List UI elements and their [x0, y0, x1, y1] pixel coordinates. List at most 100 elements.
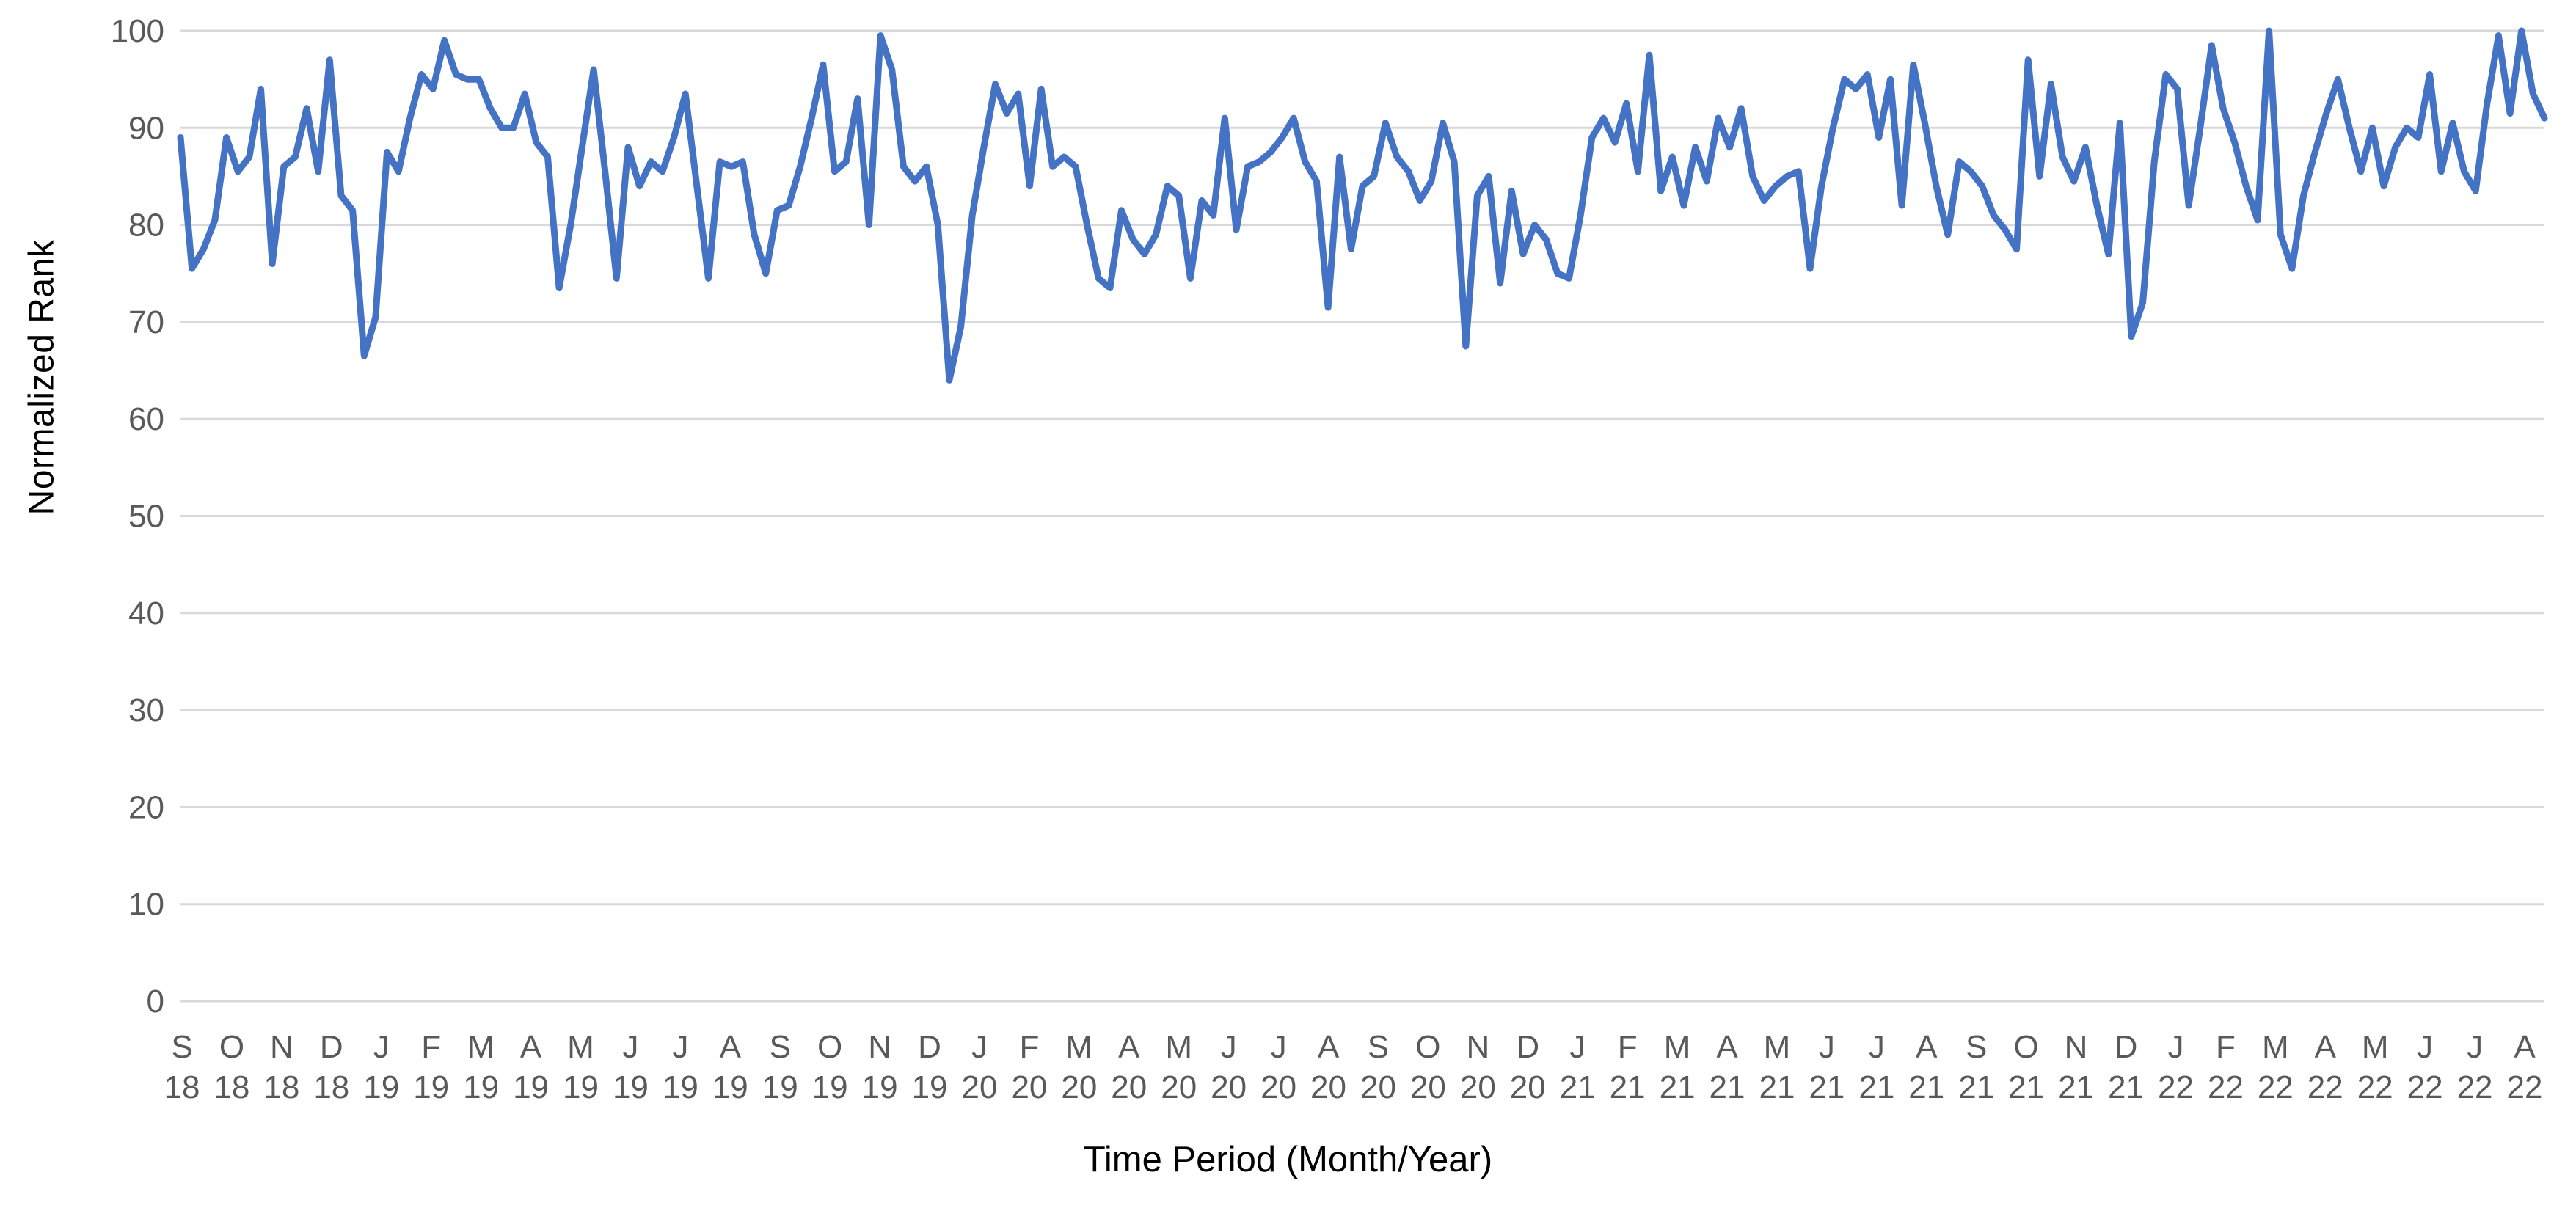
x-tick-year: 21	[2058, 1069, 2094, 1105]
x-tick-month: M	[467, 1029, 495, 1065]
x-tick-year: 22	[2457, 1069, 2493, 1105]
x-tick-month: O	[2014, 1029, 2039, 1065]
x-tick-month: A	[520, 1029, 542, 1065]
x-tick-month: D	[320, 1029, 343, 1065]
x-tick-year: 20	[1161, 1069, 1197, 1105]
x-tick-month: O	[1415, 1029, 1440, 1065]
x-tick-year: 20	[1310, 1069, 1346, 1105]
x-tick-month: J	[1869, 1029, 1885, 1065]
x-tick-month: J	[2167, 1029, 2183, 1065]
x-tick-year: 22	[2258, 1069, 2294, 1105]
x-tick-year: 19	[613, 1069, 649, 1105]
x-tick-year: 22	[2307, 1069, 2343, 1105]
x-tick-year: 21	[1908, 1069, 1944, 1105]
x-tick-year: 21	[1759, 1069, 1795, 1105]
x-tick-month: J	[672, 1029, 688, 1065]
x-tick-month: J	[1569, 1029, 1586, 1065]
x-tick-month: J	[373, 1029, 390, 1065]
x-tick-year: 22	[2357, 1069, 2393, 1105]
x-tick-month: J	[1221, 1029, 1237, 1065]
x-tick-year: 22	[2407, 1069, 2443, 1105]
x-tick-year: 21	[1660, 1069, 1696, 1105]
y-axis-title: Normalized Rank	[22, 239, 62, 516]
x-tick-month: D	[918, 1029, 941, 1065]
x-tick-year: 18	[164, 1069, 200, 1105]
x-tick-month: F	[421, 1029, 441, 1065]
x-tick-month: J	[622, 1029, 638, 1065]
x-tick-month: N	[1466, 1029, 1489, 1065]
y-tick-label: 70	[128, 304, 164, 340]
x-tick-month: J	[1819, 1029, 1835, 1065]
x-tick-month: S	[1368, 1029, 1389, 1065]
x-tick-month: A	[720, 1029, 742, 1065]
x-tick-month: M	[1664, 1029, 1691, 1065]
x-tick-year: 20	[962, 1069, 998, 1105]
x-tick-year: 20	[1011, 1069, 1047, 1105]
x-tick-year: 21	[1560, 1069, 1596, 1105]
series-line	[177, 27, 2548, 384]
x-tick-year: 22	[2507, 1069, 2543, 1105]
x-tick-year: 21	[2008, 1069, 2044, 1105]
x-tick-year: 20	[1510, 1069, 1546, 1105]
x-tick-month: J	[2467, 1029, 2483, 1065]
x-tick-year: 20	[1360, 1069, 1396, 1105]
x-tick-year: 21	[2108, 1069, 2144, 1105]
x-tick-year: 20	[1111, 1069, 1147, 1105]
x-tick-month: A	[1118, 1029, 1140, 1065]
x-tick-month: O	[219, 1029, 244, 1065]
x-tick-month: F	[1618, 1029, 1638, 1065]
x-tick-year: 20	[1211, 1069, 1247, 1105]
x-tick-month: D	[1516, 1029, 1539, 1065]
x-tick-month: A	[1318, 1029, 1340, 1065]
x-axis-title: Time Period (Month/Year)	[1083, 1140, 1493, 1179]
y-tick-label: 90	[128, 110, 164, 146]
x-tick-month: M	[2262, 1029, 2289, 1065]
x-tick-year: 20	[1410, 1069, 1446, 1105]
y-tick-label: 100	[111, 13, 164, 49]
x-tick-year: 21	[1858, 1069, 1894, 1105]
x-tick-month: M	[567, 1029, 594, 1065]
y-tick-label: 30	[128, 692, 164, 728]
x-tick-year: 18	[263, 1069, 299, 1105]
x-tick-year: 21	[1610, 1069, 1646, 1105]
x-tick-month: N	[2065, 1029, 2088, 1065]
x-tick-year: 19	[812, 1069, 848, 1105]
x-tick-month: F	[2216, 1029, 2236, 1065]
x-tick-month: A	[1716, 1029, 1738, 1065]
x-tick-year: 20	[1460, 1069, 1496, 1105]
x-tick-month: A	[1916, 1029, 1938, 1065]
x-tick-year: 19	[463, 1069, 499, 1105]
x-tick-year: 19	[513, 1069, 549, 1105]
x-tick-month: J	[2417, 1029, 2433, 1065]
x-tick-month: J	[971, 1029, 988, 1065]
x-tick-year: 19	[563, 1069, 599, 1105]
x-tick-month: M	[2362, 1029, 2389, 1065]
y-tick-label: 80	[128, 208, 164, 244]
x-tick-month: O	[817, 1029, 842, 1065]
x-tick-year: 19	[912, 1069, 948, 1105]
x-tick-year: 22	[2208, 1069, 2244, 1105]
y-tick-label: 40	[128, 596, 164, 632]
x-tick-year: 19	[862, 1069, 898, 1105]
x-tick-year: 22	[2158, 1069, 2194, 1105]
x-tick-year: 19	[762, 1069, 798, 1105]
y-tick-label: 20	[128, 789, 164, 825]
x-tick-month: N	[270, 1029, 293, 1065]
x-tick-month: J	[1271, 1029, 1287, 1065]
x-tick-month: F	[1019, 1029, 1039, 1065]
x-tick-month: A	[2315, 1029, 2337, 1065]
x-tick-year: 21	[1710, 1069, 1745, 1105]
x-tick-year: 20	[1061, 1069, 1097, 1105]
x-tick-month: M	[1066, 1029, 1093, 1065]
x-tick-year: 21	[1809, 1069, 1845, 1105]
x-tick-month: D	[2115, 1029, 2138, 1065]
x-tick-month: M	[1165, 1029, 1192, 1065]
x-tick-year: 18	[313, 1069, 349, 1105]
x-tick-month: S	[1966, 1029, 1987, 1065]
y-tick-label: 50	[128, 499, 164, 535]
x-tick-year: 18	[214, 1069, 249, 1105]
x-tick-year: 21	[1958, 1069, 1994, 1105]
x-tick-month: S	[770, 1029, 791, 1065]
